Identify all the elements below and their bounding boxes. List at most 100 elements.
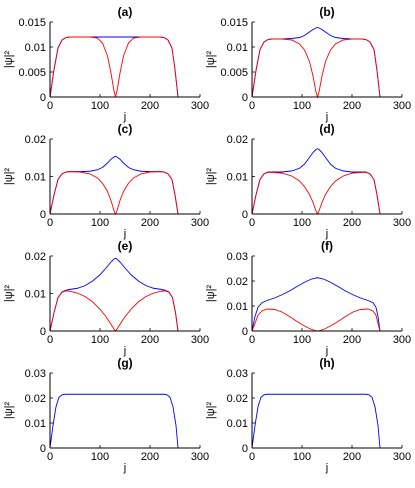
x-tick-label: 300 <box>191 451 209 463</box>
x-tick-label: 300 <box>191 100 209 112</box>
y-axis-label: |ψ|² <box>205 168 217 186</box>
x-tick-label: 100 <box>91 217 109 229</box>
x-axis-label: j <box>123 345 126 357</box>
series-line-blue <box>49 257 179 332</box>
y-tick-label: 0 <box>40 326 46 338</box>
x-tick-label: 0 <box>249 100 255 112</box>
x-tick-label: 100 <box>91 451 109 463</box>
y-tick-label: 0.02 <box>227 134 248 146</box>
y-tick-label: 0 <box>40 443 46 455</box>
panel-h: 0 100 200 300 0 0.01 0.02 0.03 (h) j |ψ|² <box>205 356 411 474</box>
x-tick-label: 100 <box>293 217 311 229</box>
panel-c: 0 100 200 300 0 0.01 0.02 (c) j |ψ|² <box>3 122 209 240</box>
series-line-red <box>49 171 179 216</box>
x-tick-label: 100 <box>91 100 109 112</box>
x-tick-label: 300 <box>393 217 411 229</box>
y-axis-label: |ψ|² <box>205 285 217 303</box>
x-tick-label: 200 <box>141 334 159 346</box>
series-line-red <box>49 36 179 98</box>
x-tick-label: 300 <box>191 334 209 346</box>
y-tick-label: 0.02 <box>25 393 46 405</box>
x-tick-label: 200 <box>141 451 159 463</box>
y-tick-label: 0.02 <box>25 251 46 263</box>
series-line-red <box>251 171 381 216</box>
series-line-red <box>49 290 179 332</box>
panel-title: (f) <box>321 239 333 253</box>
x-tick-label: 0 <box>249 334 255 346</box>
x-tick-label: 300 <box>191 217 209 229</box>
series-line-red <box>251 308 381 332</box>
panel-title: (e) <box>118 239 133 253</box>
y-tick-label: 0.03 <box>25 368 46 380</box>
y-tick-label: 0.03 <box>227 251 248 263</box>
series-line-blue <box>49 155 179 215</box>
x-tick-label: 200 <box>343 334 361 346</box>
y-tick-label: 0 <box>242 209 248 221</box>
panel-b: 0 100 200 300 0 0.005 0.01 0.015 (b) j |ψ|² <box>205 5 411 123</box>
series-line-red <box>251 38 381 99</box>
y-axis-label: |ψ|² <box>205 51 217 69</box>
x-tick-label: 0 <box>47 451 53 463</box>
x-tick-label: 100 <box>293 451 311 463</box>
panel-title: (c) <box>118 122 133 136</box>
x-axis-label: j <box>123 462 126 474</box>
y-tick-label: 0.01 <box>227 42 248 54</box>
panel-title: (d) <box>319 122 334 136</box>
x-axis-label: j <box>325 111 328 123</box>
x-tick-label: 100 <box>293 100 311 112</box>
y-tick-label: 0.01 <box>25 172 46 184</box>
x-tick-label: 200 <box>343 100 361 112</box>
y-tick-label: 0 <box>242 443 248 455</box>
y-tick-label: 0.03 <box>227 368 248 380</box>
y-tick-label: 0.01 <box>25 418 46 430</box>
x-tick-label: 0 <box>249 217 255 229</box>
series-line-blue <box>49 393 179 449</box>
y-tick-label: 0.01 <box>227 418 248 430</box>
y-tick-label: 0.005 <box>18 67 46 79</box>
x-axis-label: j <box>123 111 126 123</box>
y-tick-label: 0.02 <box>227 276 248 288</box>
y-tick-label: 0 <box>242 326 248 338</box>
x-axis-label: j <box>123 228 126 240</box>
x-axis-label: j <box>325 228 328 240</box>
x-axis-label: j <box>325 345 328 357</box>
panel-a: 0 100 200 300 0 0.005 0.01 0.015 (a) j |ψ|² <box>3 5 209 123</box>
x-tick-label: 200 <box>343 217 361 229</box>
series-line-blue <box>251 27 381 98</box>
y-tick-label: 0.02 <box>227 393 248 405</box>
x-tick-label: 0 <box>249 451 255 463</box>
x-tick-label: 200 <box>141 100 159 112</box>
x-axis-label: j <box>325 462 328 474</box>
y-axis-label: |ψ|² <box>3 402 15 420</box>
y-tick-label: 0.005 <box>220 67 248 79</box>
y-tick-label: 0 <box>40 209 46 221</box>
y-axis-label: |ψ|² <box>3 51 15 69</box>
panel-e: 0 100 200 300 0 0.01 0.02 (e) j |ψ|² <box>3 239 209 357</box>
series-line-blue <box>251 148 381 215</box>
series-line-blue <box>251 393 381 449</box>
x-tick-label: 100 <box>293 334 311 346</box>
y-axis-label: |ψ|² <box>205 402 217 420</box>
x-tick-label: 200 <box>343 451 361 463</box>
y-tick-label: 0.015 <box>18 17 46 29</box>
x-tick-label: 300 <box>393 334 411 346</box>
y-tick-label: 0.01 <box>227 301 248 313</box>
x-tick-label: 0 <box>47 100 53 112</box>
y-tick-label: 0.02 <box>25 134 46 146</box>
y-tick-label: 0.015 <box>220 17 248 29</box>
y-axis-label: |ψ|² <box>3 168 15 186</box>
x-tick-label: 0 <box>47 334 53 346</box>
panel-title: (h) <box>319 356 334 370</box>
y-tick-label: 0 <box>242 92 248 104</box>
y-axis-label: |ψ|² <box>3 285 15 303</box>
panel-title: (g) <box>117 356 132 370</box>
series-line-blue <box>49 36 179 98</box>
panel-title: (a) <box>118 5 133 19</box>
panel-d: 0 100 200 300 0 0.01 0.02 (d) j |ψ|² <box>205 122 411 240</box>
y-tick-label: 0.01 <box>25 42 46 54</box>
series-line-blue <box>251 277 381 332</box>
y-tick-label: 0 <box>40 92 46 104</box>
panel-f: 0 100 200 300 0 0.01 0.02 0.03 (f) j |ψ|² <box>205 239 411 357</box>
y-tick-label: 0.01 <box>25 289 46 301</box>
